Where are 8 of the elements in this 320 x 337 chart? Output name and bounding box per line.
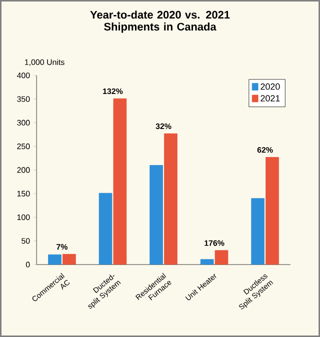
bar [251, 198, 264, 265]
bar [150, 165, 163, 265]
chart-title: Year-to-date 2020 vs. 2021 Shipments in Canada [90, 10, 230, 33]
bar [48, 254, 62, 265]
bar [200, 259, 214, 265]
bar [98, 192, 112, 265]
legend-label: 2020 [260, 83, 280, 90]
legend-label: 2021 [260, 95, 280, 102]
